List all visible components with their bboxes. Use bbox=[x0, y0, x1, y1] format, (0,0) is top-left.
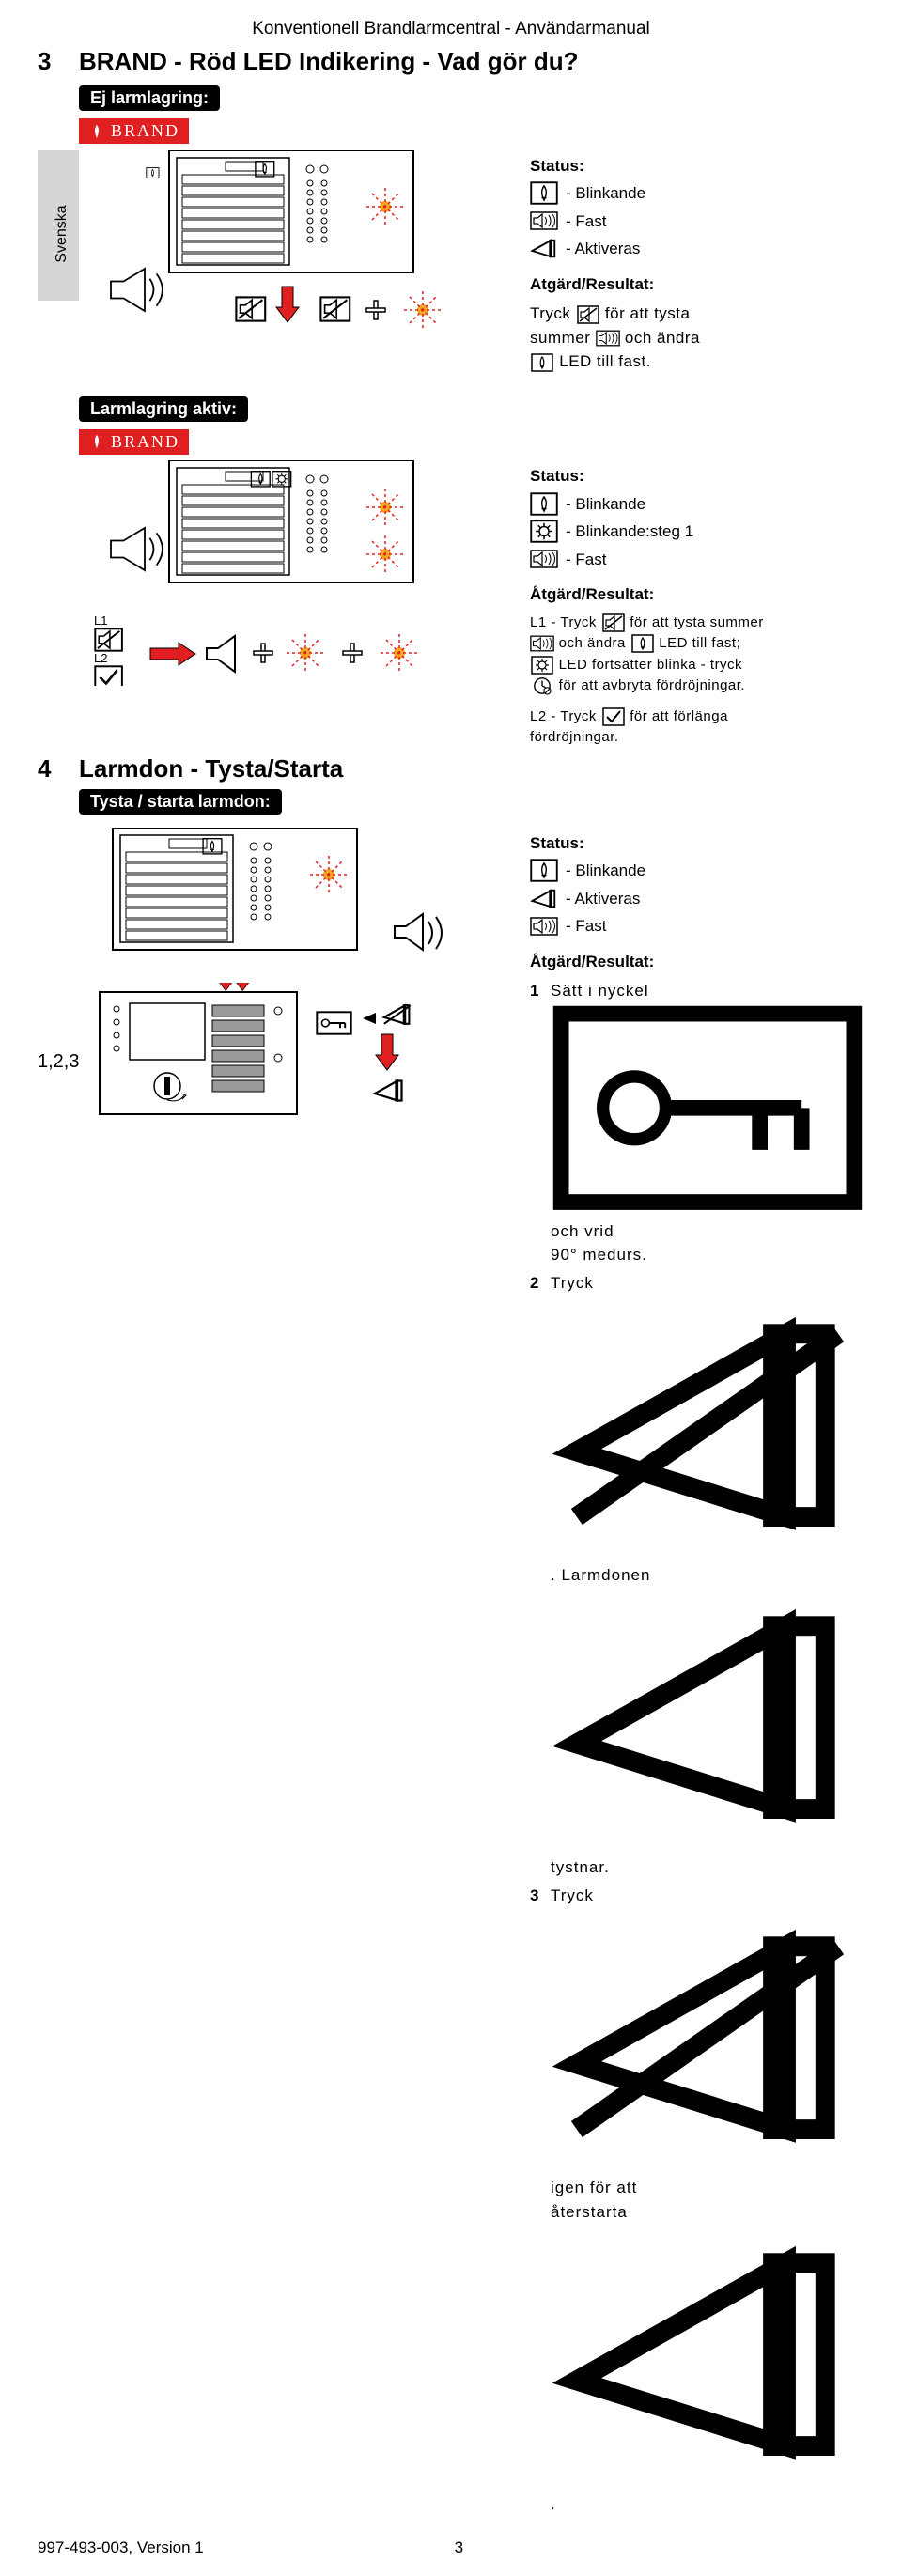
action-label-1: Atgärd/Resultat: bbox=[530, 272, 864, 297]
flame-icon bbox=[530, 181, 558, 205]
flame-icon bbox=[530, 492, 558, 516]
section-4-heading: 4 Larmdon - Tysta/Starta bbox=[38, 754, 864, 784]
horn-icon bbox=[551, 1587, 864, 1848]
clock-cancel-icon bbox=[530, 676, 554, 695]
status-list-2: - Blinkande - Blinkande:steg 1 - Fast bbox=[530, 492, 864, 572]
speaker-icon bbox=[530, 917, 558, 936]
gear-icon bbox=[530, 520, 558, 543]
svg-text:L1: L1 bbox=[94, 613, 107, 628]
status-label-2: Status: bbox=[530, 464, 864, 489]
status-list-3: - Blinkande - Aktiveras - Fast bbox=[530, 859, 864, 939]
brand-tag-2: BRAND bbox=[79, 429, 189, 455]
brand-text-1: BRAND bbox=[111, 121, 179, 141]
speaker-icon bbox=[530, 550, 558, 568]
speaker-mute-icon bbox=[601, 613, 626, 632]
status-label-3: Status: bbox=[530, 831, 864, 856]
status-list-1: - Blinkande - Fast - Aktiveras bbox=[530, 181, 864, 261]
flame-icon bbox=[88, 123, 105, 140]
flame-icon bbox=[630, 634, 655, 653]
horn-icon bbox=[530, 887, 558, 910]
flame-icon bbox=[530, 353, 554, 372]
flame-icon bbox=[530, 859, 558, 882]
footer-left: 997-493-003, Version 1 bbox=[38, 2538, 204, 2557]
brand-tag-1: BRAND bbox=[79, 118, 189, 144]
flame-icon bbox=[88, 433, 105, 450]
action-text-2: L1 - Tryck för att tysta summer och ändr… bbox=[530, 613, 864, 749]
label-123: 1,2,3 bbox=[38, 1051, 90, 1073]
panel-diagram-3 bbox=[94, 828, 498, 969]
section-3-number: 3 bbox=[38, 47, 79, 76]
speaker-mute-icon bbox=[576, 305, 600, 324]
horn-mute-icon bbox=[551, 1295, 864, 1556]
horn-mute-icon bbox=[551, 1907, 864, 2168]
footer-page: 3 bbox=[455, 2538, 463, 2557]
steps-list: 1 Sätt i nyckel och vrid 90° medurs. 2 T… bbox=[530, 979, 864, 2516]
key-icon bbox=[551, 1003, 864, 1213]
svenska-tab: Svenska bbox=[38, 150, 79, 301]
action-label-3: Åtgärd/Resultat: bbox=[530, 950, 864, 974]
horn-icon bbox=[530, 237, 558, 260]
section-3-heading: 3 BRAND - Röd LED Indikering - Vad gör d… bbox=[38, 47, 864, 76]
speaker-icon bbox=[596, 329, 620, 348]
speaker-icon bbox=[530, 634, 554, 653]
horn-icon bbox=[551, 2224, 864, 2485]
speaker-icon bbox=[530, 211, 558, 230]
panel-diagram-2: L1 L2 bbox=[94, 460, 498, 686]
bubble-tysta-starta: Tysta / starta larmdon: bbox=[79, 789, 282, 815]
doc-header: Konventionell Brandlarmcentral - Använda… bbox=[38, 19, 864, 39]
panel-diagram-1 bbox=[94, 150, 498, 338]
action-text-1: Tryck för att tysta summer och ändra LED… bbox=[530, 302, 864, 374]
brand-text-2: BRAND bbox=[111, 432, 179, 452]
bubble-ej-larmlagring: Ej larmlagring: bbox=[79, 85, 220, 111]
bubble-larmlagring-aktiv: Larmlagring aktiv: bbox=[79, 396, 248, 422]
gear-icon bbox=[530, 656, 554, 675]
section-4-number: 4 bbox=[38, 754, 79, 784]
section-4-title: Larmdon - Tysta/Starta bbox=[79, 754, 343, 784]
svg-text:L2: L2 bbox=[94, 651, 107, 665]
footer: 997-493-003, Version 1 3 bbox=[38, 2538, 864, 2557]
action-label-2: Åtgärd/Resultat: bbox=[530, 582, 864, 607]
section-3-title: BRAND - Röd LED Indikering - Vad gör du? bbox=[79, 47, 579, 76]
control-panel-diagram bbox=[90, 983, 447, 1142]
status-label-1: Status: bbox=[530, 154, 864, 178]
check-icon bbox=[601, 707, 626, 726]
